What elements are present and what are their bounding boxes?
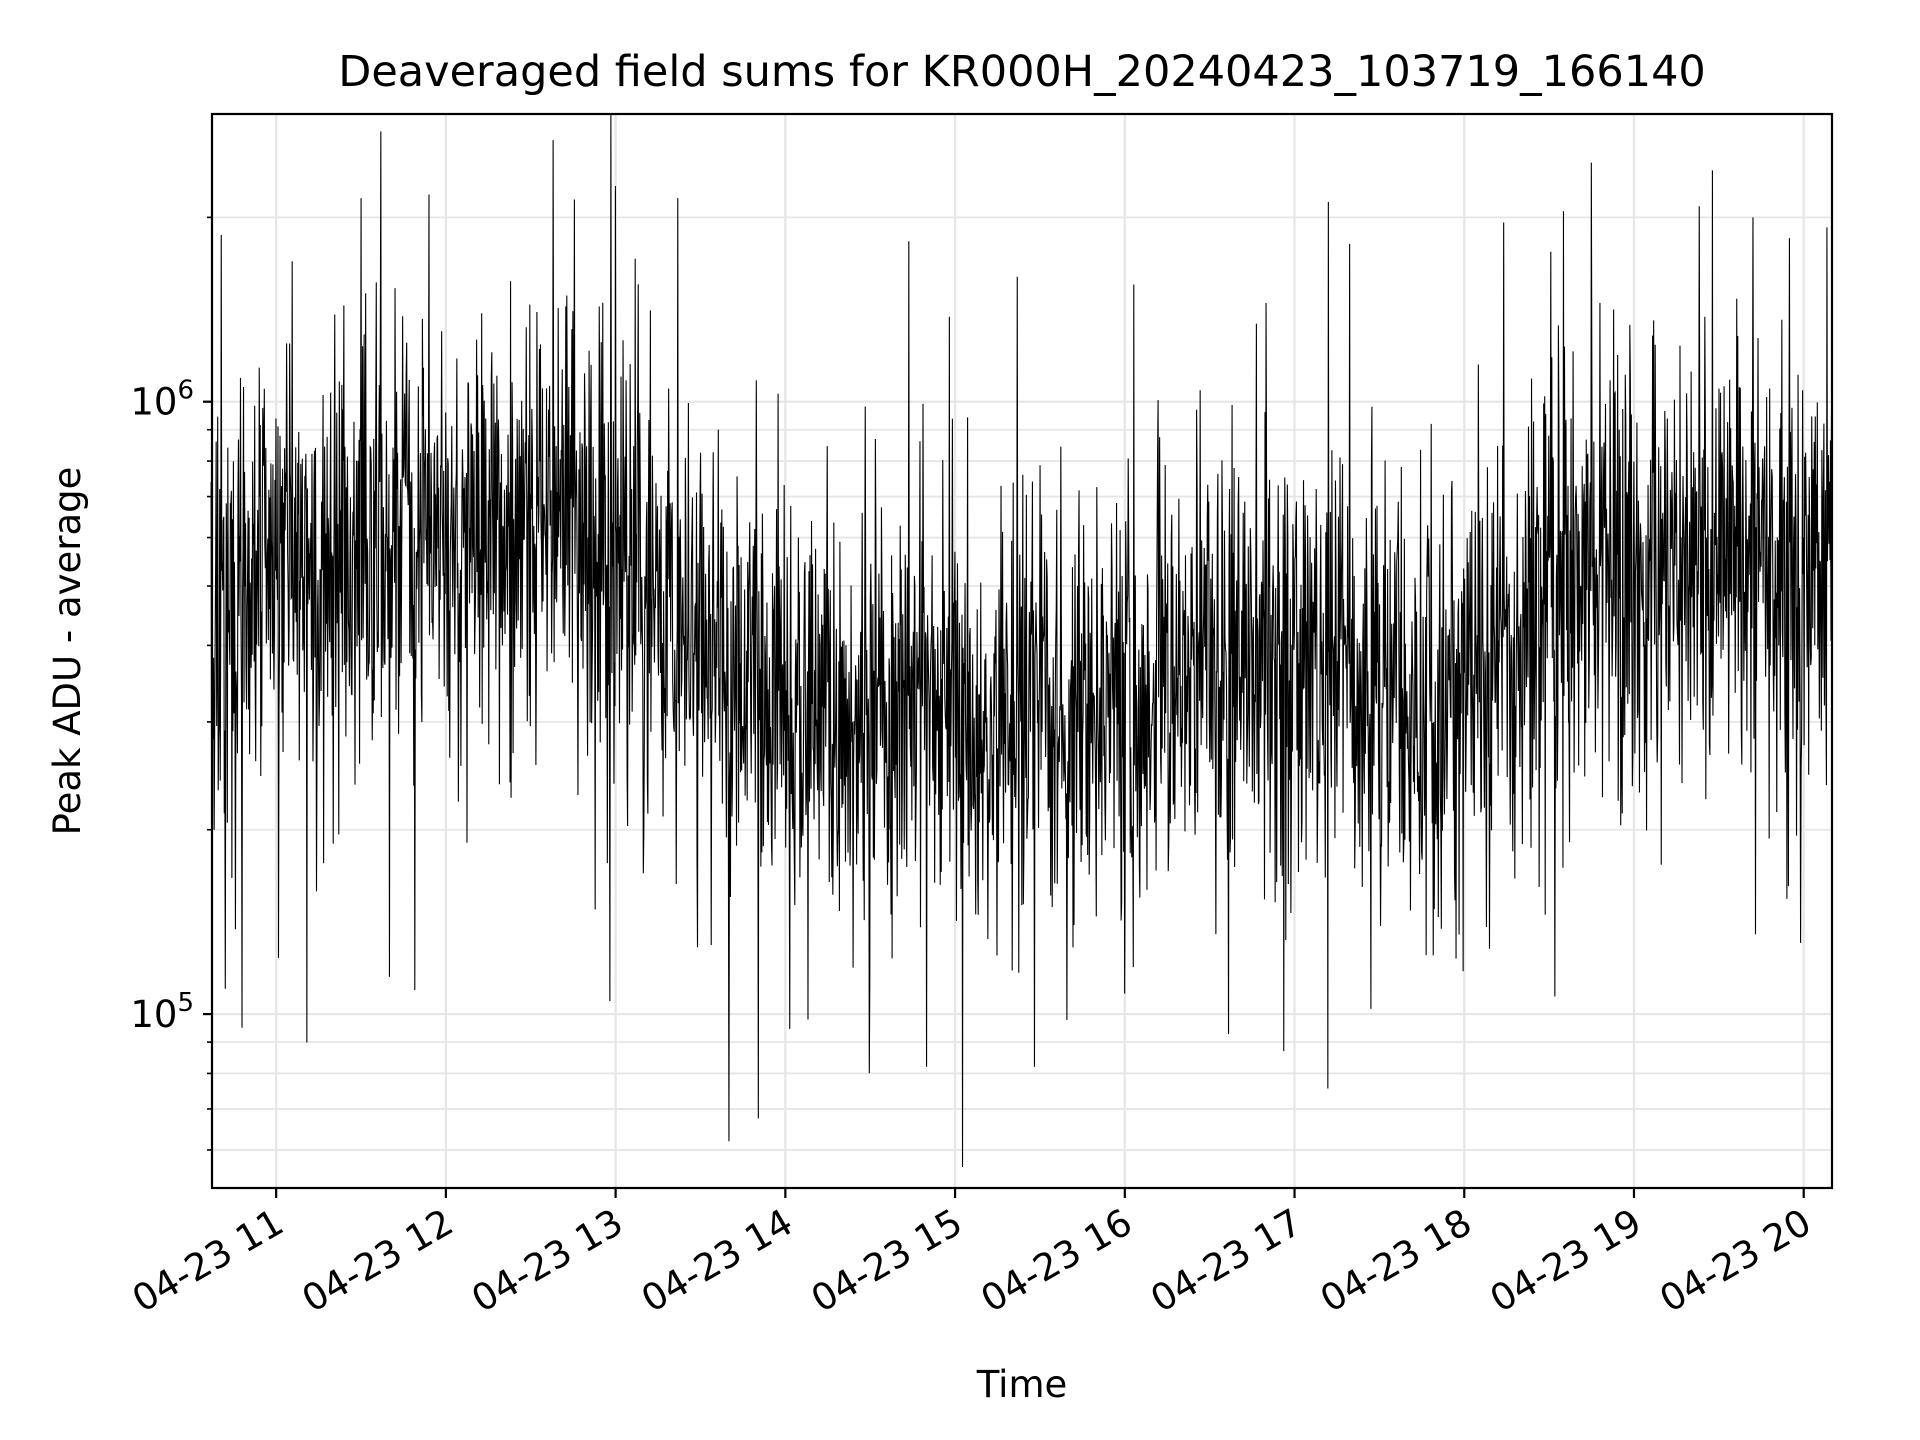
chart-title: Deaveraged field sums for KR000H_2024042… <box>338 47 1706 97</box>
series-layer <box>210 113 1833 1168</box>
plot-frame <box>210 112 1834 1190</box>
y-axis-label: Peak ADU - average <box>46 467 89 836</box>
y-tick-label: 106 <box>130 376 194 424</box>
series-line <box>210 113 1833 1168</box>
x-axis-label: Time <box>976 1363 1068 1406</box>
y-tick-label: 105 <box>130 988 194 1036</box>
